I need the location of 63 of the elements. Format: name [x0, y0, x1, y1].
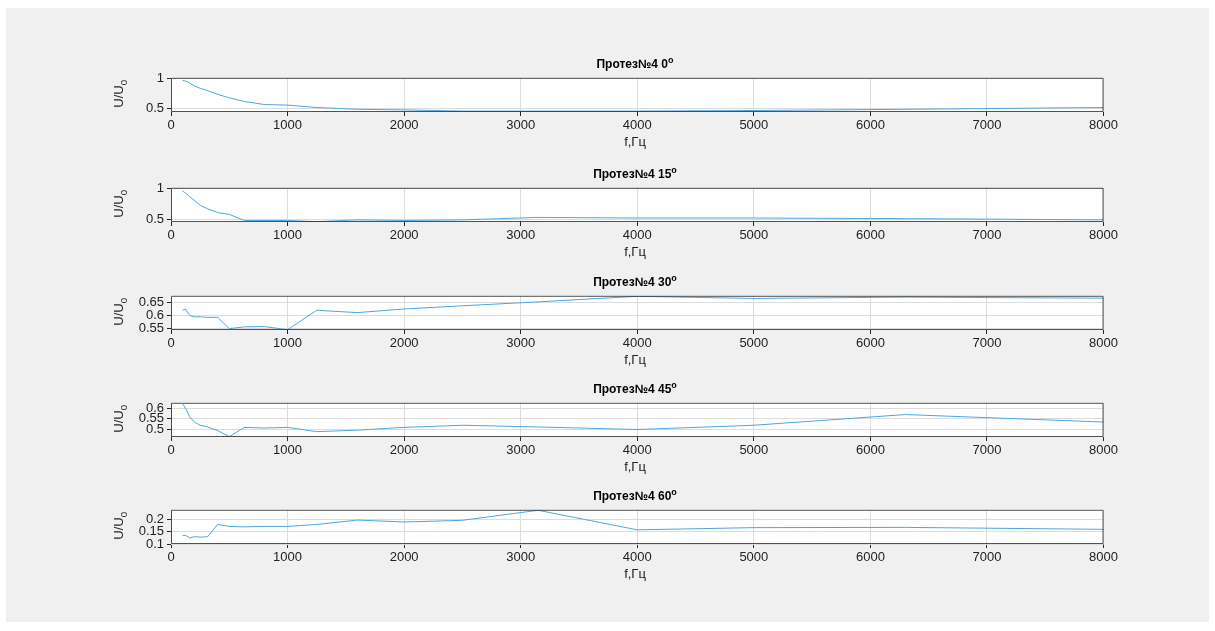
- x-tick-label: 3000: [506, 335, 536, 351]
- x-tick-label: 6000: [855, 442, 885, 458]
- y-tick-label: 0.55: [138, 320, 164, 336]
- x-tick-label: 1000: [273, 117, 303, 133]
- x-tick-label: 2000: [389, 335, 419, 351]
- x-tick-label: 0: [167, 335, 175, 351]
- x-tick-label: 4000: [622, 442, 652, 458]
- y-tick-label: 1: [156, 70, 164, 86]
- y-tick-label: 0.6: [145, 307, 164, 323]
- chart-title: Протез№4 0$^{o}$: [595, 55, 675, 71]
- x-axis-title: f,Гц: [623, 566, 647, 581]
- y-tick-label: 0.5: [145, 100, 164, 116]
- x-tick-label: 8000: [1089, 549, 1118, 565]
- x-tick-label: 4000: [622, 117, 652, 133]
- y-tick-label: 0.5: [145, 421, 164, 437]
- x-tick-label: 3000: [506, 549, 536, 565]
- x-tick-label: 2000: [389, 117, 419, 133]
- x-axis-title: f,Гц: [623, 459, 647, 474]
- x-tick-label: 5000: [739, 549, 769, 565]
- chart-title: Протез№4 30$^{o}$: [592, 273, 678, 289]
- x-tick-label: 0: [167, 549, 175, 565]
- x-tick-label: 7000: [972, 117, 1002, 133]
- x-tick-label: 3000: [506, 117, 536, 133]
- x-tick-label: 6000: [855, 117, 885, 133]
- x-tick-label: 4000: [622, 549, 652, 565]
- x-tick-label: 7000: [972, 335, 1002, 351]
- x-tick-label: 6000: [855, 549, 885, 565]
- x-tick-label: 4000: [622, 335, 652, 351]
- x-tick-label: 3000: [506, 442, 536, 458]
- x-tick-label: 8000: [1089, 335, 1118, 351]
- x-tick-label: 1000: [273, 549, 303, 565]
- chart-title: Протез№4 45$^{o}$: [592, 380, 678, 396]
- x-tick-label: 0: [167, 117, 175, 133]
- x-tick-label: 2000: [389, 442, 419, 458]
- x-tick-label: 5000: [739, 335, 769, 351]
- x-tick-label: 7000: [972, 549, 1002, 565]
- x-tick-label: 4000: [622, 227, 652, 243]
- x-tick-label: 1000: [273, 442, 303, 458]
- x-tick-label: 6000: [855, 335, 885, 351]
- chart-title: Протез№4 60$^{o}$: [592, 487, 678, 503]
- y-tick-label: 0.65: [138, 293, 164, 309]
- chart-title: Протез№4 15$^{o}$: [592, 165, 678, 181]
- x-tick-label: 5000: [739, 442, 769, 458]
- x-tick-label: 0: [167, 442, 175, 458]
- y-tick-label: 1: [156, 180, 164, 196]
- x-tick-label: 1000: [273, 335, 303, 351]
- x-tick-label: 8000: [1089, 117, 1118, 133]
- x-axis-title: f,Гц: [623, 352, 647, 367]
- x-axis-title: f,Гц: [623, 244, 647, 259]
- x-tick-label: 2000: [389, 549, 419, 565]
- x-tick-label: 1000: [273, 227, 303, 243]
- x-tick-label: 3000: [506, 227, 536, 243]
- x-tick-label: 8000: [1089, 227, 1118, 243]
- x-tick-label: 8000: [1089, 442, 1118, 458]
- x-tick-label: 0: [167, 227, 175, 243]
- x-axis-title: f,Гц: [623, 134, 647, 149]
- x-tick-label: 2000: [389, 227, 419, 243]
- x-tick-label: 7000: [972, 442, 1002, 458]
- x-tick-label: 6000: [855, 227, 885, 243]
- x-tick-label: 5000: [739, 117, 769, 133]
- x-tick-label: 7000: [972, 227, 1002, 243]
- y-tick-label: 0.5: [145, 210, 164, 226]
- x-tick-label: 5000: [739, 227, 769, 243]
